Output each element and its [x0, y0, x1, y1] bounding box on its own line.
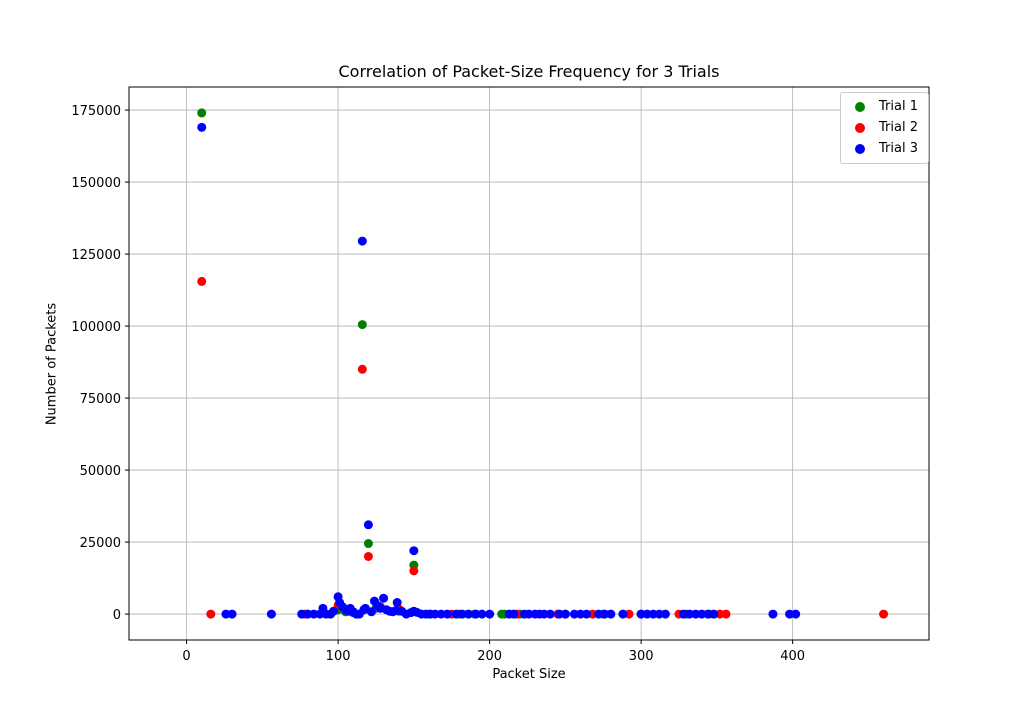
- y-axis-label: Number of Packets: [44, 302, 60, 426]
- data-point-trial-2: [197, 276, 207, 286]
- data-point-trial-3: [485, 609, 495, 619]
- data-point-trial-3: [329, 606, 339, 616]
- x-tick-label: 0: [182, 649, 190, 664]
- y-tick-label: 75000: [80, 392, 121, 407]
- x-tick-label: 200: [477, 649, 502, 664]
- data-point-trial-3: [560, 609, 570, 619]
- data-point-trial-3: [791, 609, 801, 619]
- y-tick-label: 0: [113, 608, 121, 623]
- legend-marker-trial-1: [855, 101, 866, 112]
- data-point-trial-3: [618, 609, 628, 619]
- data-point-trial-3: [366, 607, 376, 617]
- data-point-trial-3: [409, 546, 419, 556]
- data-point-trial-3: [709, 609, 719, 619]
- y-tick-label: 125000: [71, 248, 121, 263]
- data-point-trial-3: [582, 609, 592, 619]
- x-axis-label: Packet Size: [492, 667, 566, 682]
- data-point-trial-2: [879, 609, 889, 619]
- data-point-trial-3: [509, 609, 519, 619]
- y-tick-label: 25000: [80, 536, 121, 551]
- data-point-trial-3: [197, 122, 207, 132]
- data-point-trial-3: [442, 609, 452, 619]
- y-tick-label: 100000: [71, 320, 121, 335]
- legend-item-trial-3: Trial 3: [849, 138, 918, 159]
- data-point-trial-3: [463, 609, 473, 619]
- y-tick-label: 150000: [71, 176, 121, 191]
- x-tick-label: 100: [326, 649, 351, 664]
- data-point-trial-2: [363, 551, 373, 561]
- legend: Trial 1 Trial 2 Trial 3: [840, 92, 929, 164]
- data-point-trial-3: [266, 609, 276, 619]
- data-point-trial-2: [721, 609, 731, 619]
- data-point-trial-2: [409, 566, 419, 576]
- data-point-trial-3: [363, 520, 373, 530]
- legend-item-trial-2: Trial 2: [849, 117, 918, 138]
- legend-marker-trial-2: [855, 122, 866, 133]
- data-point-trial-2: [357, 364, 367, 374]
- chart-title: Correlation of Packet-Size Frequency for…: [338, 62, 720, 81]
- y-tick-label: 50000: [80, 464, 121, 479]
- x-tick-label: 300: [629, 649, 654, 664]
- data-point-trial-1: [357, 320, 367, 330]
- data-point-trial-1: [197, 108, 207, 118]
- legend-label-trial-1: Trial 1: [879, 99, 918, 114]
- data-point-trial-3: [545, 609, 555, 619]
- legend-marker-trial-3: [855, 143, 866, 154]
- data-point-trial-3: [660, 609, 670, 619]
- legend-item-trial-1: Trial 1: [849, 96, 918, 117]
- data-point-trial-3: [379, 593, 389, 603]
- legend-label-trial-3: Trial 3: [879, 141, 918, 156]
- x-tick-label: 400: [780, 649, 805, 664]
- data-point-trial-3: [477, 609, 487, 619]
- data-point-trial-1: [363, 539, 373, 549]
- data-point-trial-2: [206, 609, 216, 619]
- data-point-trial-3: [227, 609, 237, 619]
- y-tick-label: 175000: [71, 104, 121, 119]
- plot-frame: [128, 86, 930, 641]
- data-point-trial-3: [606, 609, 616, 619]
- data-point-trial-3: [392, 598, 402, 608]
- legend-label-trial-2: Trial 2: [879, 120, 918, 135]
- data-point-trial-3: [768, 609, 778, 619]
- data-point-trial-3: [357, 236, 367, 246]
